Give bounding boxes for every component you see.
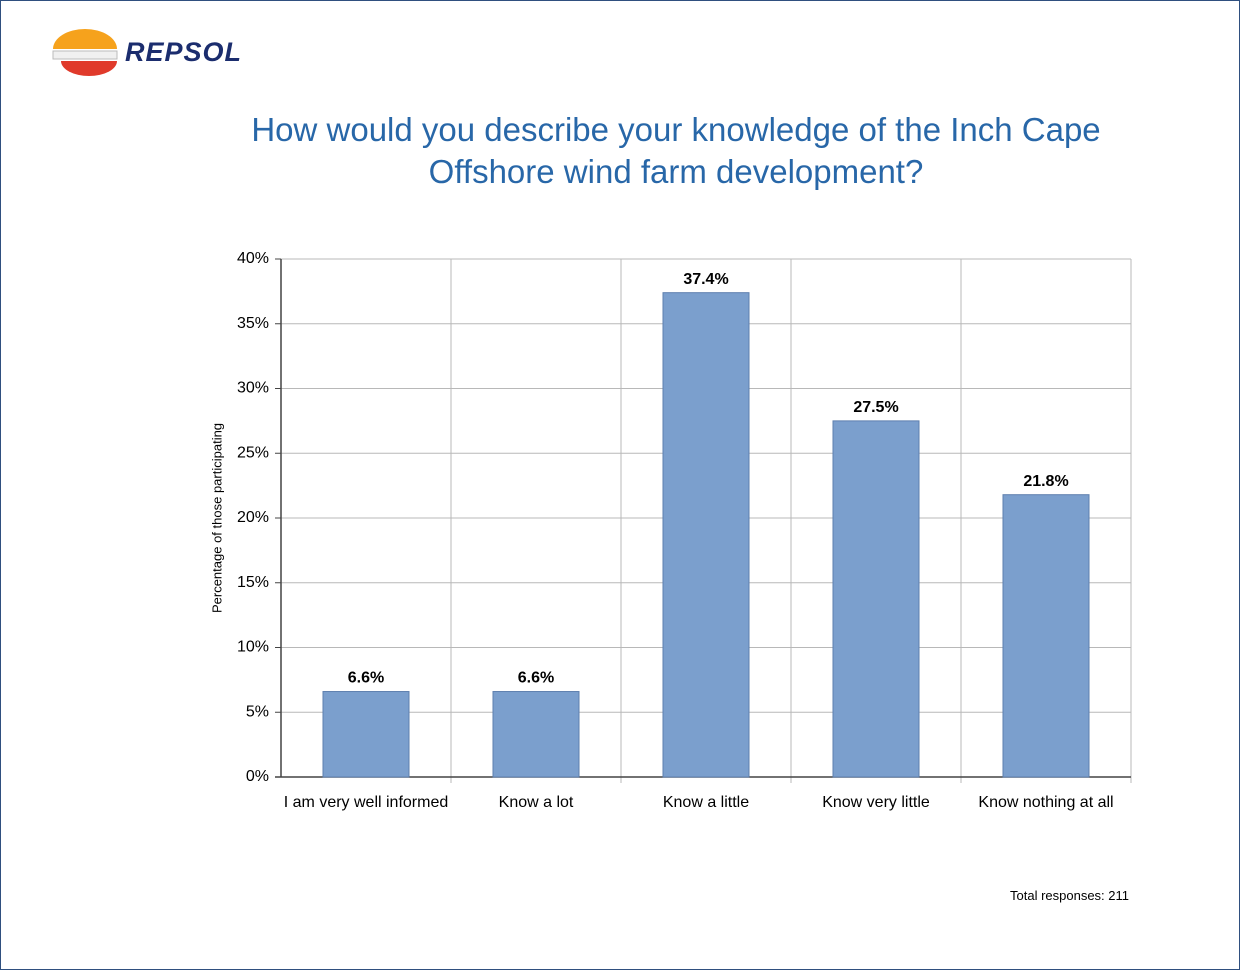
- y-tick-label: 15%: [237, 574, 269, 591]
- logo: REPSOL: [125, 37, 243, 67]
- bar: [492, 691, 580, 778]
- y-tick-label: 20%: [237, 509, 269, 526]
- y-tick-label: 35%: [237, 315, 269, 332]
- value-label: 6.6%: [518, 670, 554, 687]
- x-tick-label: Know very little: [822, 794, 930, 811]
- x-tick-label: I am very well informed: [283, 794, 449, 811]
- bar: [662, 292, 750, 778]
- y-tick-label: 5%: [246, 703, 269, 720]
- y-tick-label: 10%: [237, 639, 269, 656]
- value-label: 27.5%: [853, 399, 898, 416]
- x-tick-label: Know a little: [662, 794, 750, 811]
- chart-title: How would you describe your knowledge of…: [251, 111, 1101, 190]
- bar: [1002, 494, 1090, 778]
- value-label: 21.8%: [1023, 473, 1068, 490]
- y-tick-label: 40%: [237, 250, 269, 267]
- x-tick-label: Know a lot: [498, 794, 574, 811]
- logo-icon: [52, 29, 118, 76]
- y-tick-label: 25%: [237, 444, 269, 461]
- y-tick-label: 30%: [237, 380, 269, 397]
- total-note: Total responses: 211: [1010, 888, 1129, 903]
- y-tick-label: 0%: [246, 768, 269, 785]
- bar: [322, 691, 410, 778]
- bar: [832, 420, 920, 778]
- x-tick-label: Know nothing at all: [978, 794, 1114, 811]
- y-axis-label: Percentage of those participating: [209, 423, 224, 613]
- value-label: 6.6%: [348, 670, 384, 687]
- value-label: 37.4%: [683, 271, 728, 288]
